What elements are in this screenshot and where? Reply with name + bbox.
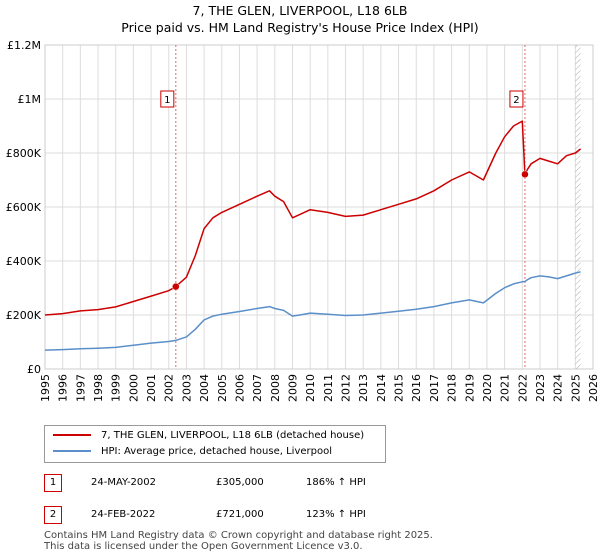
legend-swatch-property [53,434,91,436]
series-line-property [44,120,582,316]
x-tick-label: 2007 [251,374,264,402]
x-tick-label: 2010 [304,374,317,402]
chart-title-line1: 7, THE GLEN, LIVERPOOL, L18 6LB [192,3,408,18]
transaction-number: 1 [44,474,62,492]
x-tick-label: 2009 [286,374,299,402]
legend-label-hpi: HPI: Average price, detached house, Live… [101,446,333,457]
x-tick-label: 2020 [481,374,494,402]
series-lines [44,120,582,351]
annotation-box [509,90,524,108]
x-tick-label: 1996 [57,374,70,402]
sale-point [172,282,180,291]
transaction-date: 24-FEB-2022 [91,509,156,520]
footer-copyright: Contains HM Land Registry data © Crown c… [44,530,433,541]
annotation-box [160,90,175,108]
x-tick-label: 2023 [534,374,547,402]
series-line-hpi [44,271,581,351]
annotation-label: 1 [164,95,170,106]
y-tick-label: £200K [6,309,42,322]
x-tick-label: 2006 [233,374,246,402]
x-tick-label: 2019 [463,374,476,402]
x-tick-label: 2018 [446,374,459,402]
x-tick-label: 2026 [587,374,600,402]
x-tick-label: 2022 [516,374,529,402]
x-tick-label: 2011 [322,374,335,402]
chart-title-line2: Price paid vs. HM Land Registry's House … [121,20,479,35]
transaction-hpi-change: 123% ↑ HPI [306,509,366,520]
forecast-region [575,45,581,369]
x-tick-label: 2014 [375,374,388,402]
x-tick-label: 2016 [410,374,423,402]
sale-marker-lines [175,45,526,369]
x-tick-label: 2004 [198,374,211,402]
transaction-price: £305,000 [216,477,264,488]
price-chart: £0£200K£400K£600K£800K£1M£1.2M 1995 1996 1… [6,39,600,402]
x-tick-label: 2017 [428,374,441,402]
forecast-hatch [575,45,581,369]
x-tick-label: 2001 [145,374,158,402]
y-axis-ticks: £0 £200K £400K £600K £800K £1M £1.2M [6,39,42,376]
sale-points [172,170,529,291]
transaction-number: 2 [44,506,62,524]
legend: 7, THE GLEN, LIVERPOOL, L18 6LB (detache… [44,425,386,463]
x-tick-label: 2008 [269,374,282,402]
legend-swatch-hpi [53,450,91,452]
x-axis-ticks: 1995 1996 1997 1998 1999 2000 2001 2002 2003 2004… [39,374,600,402]
y-tick-label: £1M [18,93,42,106]
x-tick-label: 2002 [163,374,176,402]
x-tick-label: 1998 [92,374,105,402]
footer: Contains HM Land Registry data © Crown c… [44,530,433,552]
sale-annotation: 2 [509,90,524,108]
x-tick-label: 2013 [357,374,370,402]
sale-point [521,170,529,179]
x-tick-label: 2015 [393,374,406,402]
transaction-hpi-change: 186% ↑ HPI [306,477,366,488]
legend-label-property: 7, THE GLEN, LIVERPOOL, L18 6LB (detache… [101,430,365,441]
y-tick-label: £0 [27,363,41,376]
y-tick-label: £1.2M [7,39,41,52]
x-tick-label: 2021 [499,374,512,402]
x-tick-label: 2003 [180,374,193,402]
x-tick-label: 1997 [74,374,87,402]
transaction-price: £721,000 [216,509,264,520]
sale-annotation: 1 [160,90,175,108]
x-tick-label: 2000 [127,374,140,402]
y-tick-label: £400K [6,255,42,268]
x-tick-label: 2005 [216,374,229,402]
x-tick-label: 2024 [552,374,565,402]
y-tick-label: £800K [6,147,42,160]
x-tick-label: 1999 [110,374,123,402]
plot-border [44,44,594,370]
legend-item-hpi: HPI: Average price, detached house, Live… [53,445,332,459]
legend-item-property: 7, THE GLEN, LIVERPOOL, L18 6LB (detache… [53,429,364,443]
y-tick-label: £600K [6,201,42,214]
chart-title: 7, THE GLEN, LIVERPOOL, L18 6LB Price pa… [0,2,600,36]
x-tick-label: 2025 [569,374,582,402]
transaction-date: 24-MAY-2002 [91,477,157,488]
x-tick-label: 1995 [39,374,52,402]
footer-licence: This data is licensed under the Open Gov… [44,541,363,552]
x-tick-label: 2012 [340,374,353,402]
annotation-label: 2 [513,95,519,106]
